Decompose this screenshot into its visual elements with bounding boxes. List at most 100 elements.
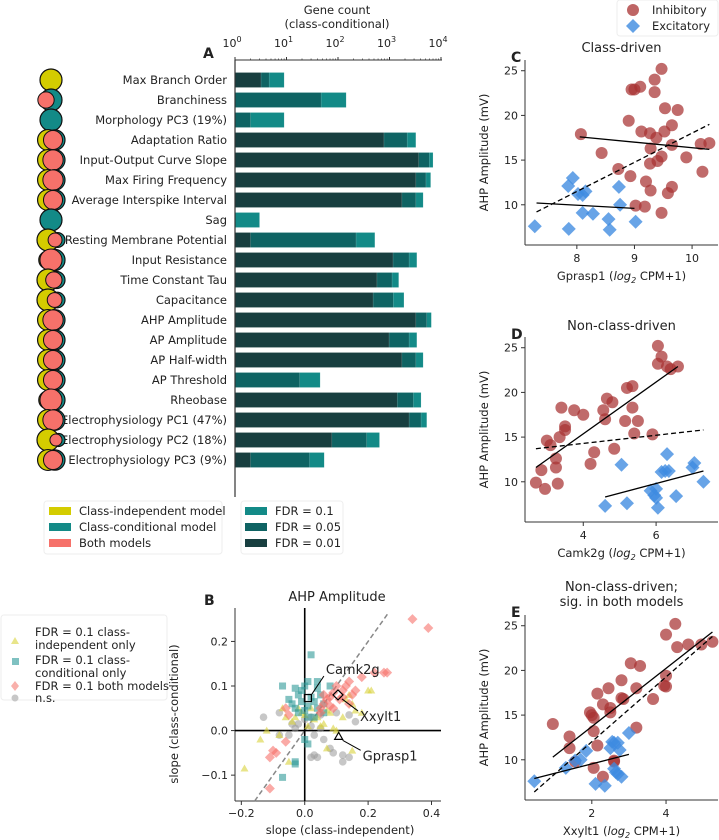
panel-c: C Class-driven 8 9 10 10 15 20 25 Gprasp1 (log2 C… <box>477 41 718 285</box>
scatter-point-inhibitory <box>591 739 604 752</box>
scatter-point-square <box>326 682 334 690</box>
venn-icon <box>36 268 66 292</box>
scatter-point-inhibitory <box>638 200 651 213</box>
y-tick-label: 0.0 <box>211 725 229 738</box>
panel-title: Non-class-driven; <box>565 580 678 595</box>
annotation-leader-line <box>342 739 361 751</box>
venn-circle-both <box>42 309 64 331</box>
legend-excitatory-marker <box>626 19 640 33</box>
y-tick-label: 20 <box>504 109 518 122</box>
scatter-point-inhibitory <box>651 357 664 370</box>
legend-label-fdr-0-01: FDR = 0.01 <box>275 536 341 550</box>
bar-fdr-0-01 <box>234 172 417 188</box>
scatter-point-inhibitory <box>671 104 684 117</box>
scatter-point-square <box>307 651 315 659</box>
scatter-point-excitatory <box>650 500 665 515</box>
panel-b-ylabel: slope (class-conditional) <box>167 644 181 783</box>
excitatory-fit-line <box>604 470 704 498</box>
annotation-leader-line <box>341 698 359 712</box>
scatter-point-excitatory <box>685 460 700 475</box>
legend-b-diamond-marker <box>11 681 19 691</box>
scatter-point-excitatory <box>578 184 593 199</box>
scatter-point-triangle <box>351 706 360 714</box>
panel-a-xlabel-line2: (class-conditional) <box>284 17 389 31</box>
scatter-point-diamond <box>315 707 326 718</box>
row-label: AP Half-width <box>150 353 227 367</box>
bar-fdr-0-01 <box>234 132 385 148</box>
bar-fdr-0-01 <box>234 272 378 288</box>
scatter-point-inhibitory <box>644 142 657 155</box>
scatter-point-excitatory <box>649 490 664 505</box>
scatter-point-circle <box>291 724 300 733</box>
scatter-point-inhibitory <box>591 687 604 700</box>
annotation-leader-line <box>311 675 325 695</box>
scatter-point-circle <box>319 735 328 744</box>
scatter-point-diamond <box>423 623 434 634</box>
venn-icon <box>36 188 66 212</box>
row-label: Sag <box>205 213 227 227</box>
scatter-point-square <box>301 707 309 715</box>
x-tick-label: 0.4 <box>423 807 441 820</box>
scatter-point-square <box>298 698 306 706</box>
legend-b-square-marker <box>12 658 19 665</box>
y-tick-label: 10 <box>504 754 518 767</box>
legend-b-label-conditional-1: FDR = 0.1 class- <box>35 653 130 667</box>
scatter-point-inhibitory <box>626 401 639 414</box>
bar-fdr-0-01 <box>234 292 374 308</box>
scatter-point-inhibitory <box>648 73 661 86</box>
legend-swatch-fdr-0-05 <box>245 523 267 531</box>
x-tick-exponent: 1 <box>288 35 293 44</box>
scatter-point-inhibitory <box>606 396 619 409</box>
scatter-point-circle <box>329 749 338 757</box>
x-tick-exponent: 3 <box>391 35 396 44</box>
xlabel-rest: CPM+1) <box>636 546 686 560</box>
legend-swatch-both <box>49 539 71 547</box>
x-tick-label: 104 <box>428 35 447 50</box>
scatter-point-inhibitory <box>631 415 644 428</box>
panel-letter-a: A <box>203 46 214 62</box>
venn-icon <box>36 408 66 432</box>
legend-fdr: FDR = 0.1 FDR = 0.05 FDR = 0.01 <box>240 500 344 555</box>
venn-circle-both <box>42 129 64 151</box>
venn-circle-conditional <box>39 208 63 232</box>
legend-excitatory-label: Excitatory <box>652 19 710 33</box>
panel-b-title: AHP Amplitude <box>288 590 385 605</box>
xlabel-gene: Xxylt1 ( <box>563 824 608 838</box>
scatter-point-circle <box>313 753 322 762</box>
panel-a-bars <box>234 72 434 468</box>
panel-title: Class-driven <box>581 41 661 56</box>
bar-fdr-0-05 <box>234 372 300 388</box>
scatter-point-inhibitory <box>695 638 708 651</box>
scatter-point-circle <box>338 757 347 766</box>
xlabel-sub: 2 <box>631 276 636 285</box>
scatter-point-excitatory <box>598 498 613 513</box>
x-tick-label: 10 <box>685 252 699 265</box>
venn-circle-both <box>37 91 55 109</box>
scatter-point-inhibitory <box>671 641 684 654</box>
xlabel-sub: 2 <box>631 553 636 562</box>
scatter-point-square <box>294 709 302 717</box>
x-tick-exponent: 0 <box>236 35 241 44</box>
xlabel-rest: CPM+1) <box>630 824 680 838</box>
row-label: Electrophysiology PC1 (47%) <box>61 413 227 427</box>
scatter-point-inhibitory <box>615 692 628 705</box>
venn-icon <box>36 288 66 312</box>
scatter-point-inhibitory <box>669 617 682 630</box>
scatter-point-excitatory <box>613 197 628 212</box>
y-tick-label: 25 <box>504 342 518 355</box>
scatter-point-inhibitory <box>622 114 635 127</box>
bar-fdr-0-1 <box>234 212 260 228</box>
x-tick-label: 2 <box>588 807 595 820</box>
venn-circle-both <box>46 292 63 308</box>
scatter-point-diamond <box>369 667 380 678</box>
legend-label-class-conditional: Class-conditional model <box>79 520 216 534</box>
scatter-point-excitatory <box>660 447 675 462</box>
bar-fdr-0-01 <box>234 312 417 328</box>
scatter-point-excitatory <box>619 496 634 511</box>
bar-fdr-0-01 <box>234 192 403 208</box>
scatter-point-triangle <box>319 719 328 727</box>
legend-label-class-independent: Class-independent model <box>79 504 226 518</box>
venn-icon <box>39 108 63 132</box>
scatter-point-inhibitory <box>655 62 668 75</box>
scatter-point-inhibitory <box>655 150 668 163</box>
